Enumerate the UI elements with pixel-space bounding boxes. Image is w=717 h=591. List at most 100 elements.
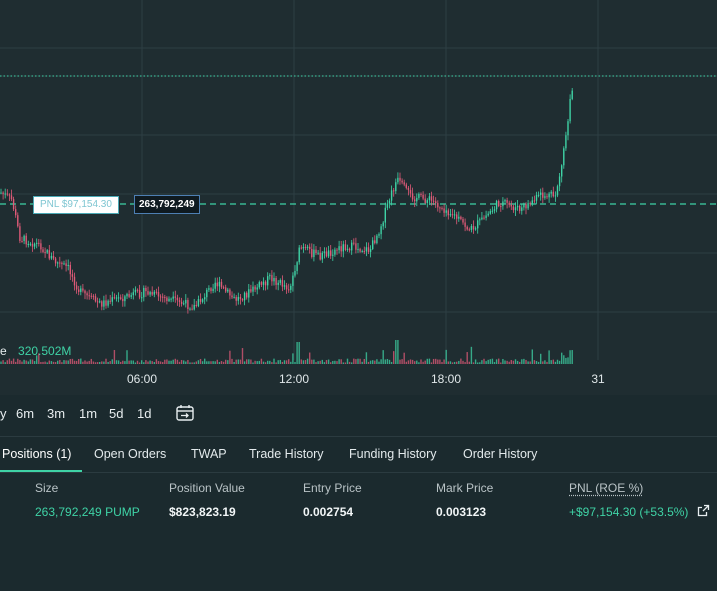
cell-size[interactable]: 263,792,249 PUMP	[35, 505, 140, 519]
candle-body	[558, 176, 561, 187]
candle-body	[262, 281, 265, 285]
range-5d-button[interactable]: 5d	[109, 406, 124, 421]
volume-bar	[264, 362, 267, 364]
candle-body	[94, 296, 97, 302]
volume-bar	[426, 358, 428, 364]
candle-body	[21, 240, 23, 242]
date-range-icon[interactable]	[175, 403, 195, 423]
volume-bar	[464, 362, 466, 364]
candle-body	[355, 243, 357, 250]
volume-bar	[149, 360, 151, 364]
volume-bar	[159, 361, 162, 364]
volume-bar	[269, 360, 271, 364]
candle-body	[512, 206, 515, 211]
volume-bar	[208, 361, 210, 364]
candle-body	[17, 215, 19, 227]
volume-bar	[472, 362, 475, 364]
volume-bar	[456, 361, 458, 364]
candle-body	[323, 251, 326, 253]
volume-bar	[361, 361, 363, 364]
candle-body	[271, 275, 273, 282]
candle-body	[235, 296, 237, 301]
candle-body	[372, 240, 374, 250]
range-1d-button[interactable]: 1d	[137, 406, 152, 421]
volume-bar	[271, 362, 273, 364]
volume-bar	[71, 358, 74, 364]
candle-body	[264, 281, 267, 286]
candle-body	[516, 205, 519, 208]
candle-body	[42, 249, 44, 252]
candle-body	[298, 247, 300, 263]
candlestick-chart[interactable]	[0, 0, 717, 395]
candle-body	[252, 286, 254, 292]
volume-bar	[145, 360, 147, 364]
volume-bar	[63, 360, 65, 364]
volume-bar	[357, 358, 359, 364]
tab-order-history[interactable]: Order History	[463, 447, 538, 461]
candle-body	[569, 98, 571, 122]
candle-body	[248, 289, 250, 298]
range-y-button[interactable]: y	[0, 406, 7, 421]
candle-body	[31, 243, 34, 247]
candle-body	[388, 200, 391, 204]
candle-body	[256, 287, 258, 290]
tab-trade-history[interactable]: Trade History	[249, 447, 324, 461]
volume-bar	[267, 360, 269, 364]
volume-bar	[262, 361, 265, 364]
volume-bar	[323, 362, 326, 364]
candle-body	[346, 248, 349, 250]
range-1m-button[interactable]: 1m	[79, 406, 98, 421]
tab-funding-history[interactable]: Funding History	[349, 447, 437, 461]
tab-twap[interactable]: TWAP	[191, 447, 227, 461]
volume-bar	[388, 359, 391, 364]
volume-bar	[260, 358, 263, 364]
volume-bar	[258, 360, 260, 364]
volume-bar	[46, 362, 48, 364]
tab-positions[interactable]: Positions (1)	[2, 447, 72, 461]
candle-body	[409, 190, 412, 194]
volume-bar	[338, 359, 340, 364]
candle-body	[4, 193, 6, 195]
range-3m-button[interactable]: 3m	[47, 406, 66, 421]
range-6m-button[interactable]: 6m	[16, 406, 35, 421]
tab-open-orders[interactable]: Open Orders	[94, 447, 167, 461]
candle-body	[82, 288, 84, 291]
volume-bar	[359, 358, 361, 364]
volume-bar	[521, 359, 523, 364]
volume-bar	[500, 362, 502, 364]
candle-body	[477, 220, 479, 229]
share-pnl-icon[interactable]	[697, 504, 710, 517]
candle-body	[552, 191, 554, 197]
volume-bar	[424, 360, 426, 364]
volume-bar	[12, 358, 15, 364]
price-chart[interactable]: PNL $97,154.30 263,792,249 e 320.502M 06…	[0, 0, 717, 395]
header-pnl[interactable]: PNL (ROE %)	[569, 481, 644, 495]
volume-bar	[54, 362, 57, 364]
volume-bar	[479, 362, 481, 364]
volume-bar	[474, 359, 477, 364]
volume-bar	[519, 361, 521, 364]
candle-body	[183, 303, 185, 305]
volume-value: 320.502M	[18, 344, 72, 358]
candle-body	[206, 289, 208, 298]
volume-bar	[334, 360, 336, 364]
volume-bar	[420, 359, 422, 364]
volume-bar	[418, 362, 420, 364]
candle-body	[458, 216, 460, 219]
candle-body	[472, 225, 475, 230]
volume-bar	[441, 362, 443, 364]
candle-body	[141, 297, 143, 299]
volume-bar	[233, 362, 235, 364]
volume-bar	[552, 359, 554, 364]
candle-body	[99, 301, 101, 303]
candle-body	[384, 207, 386, 223]
candle-body	[204, 297, 206, 300]
volume-bar	[138, 362, 141, 364]
candle-body	[199, 299, 202, 302]
volume-bar	[176, 359, 179, 364]
candle-body	[424, 198, 426, 203]
volume-bar	[399, 359, 401, 364]
volume-bar	[204, 358, 206, 364]
volume-bar	[447, 361, 449, 364]
candle-body	[29, 243, 32, 245]
